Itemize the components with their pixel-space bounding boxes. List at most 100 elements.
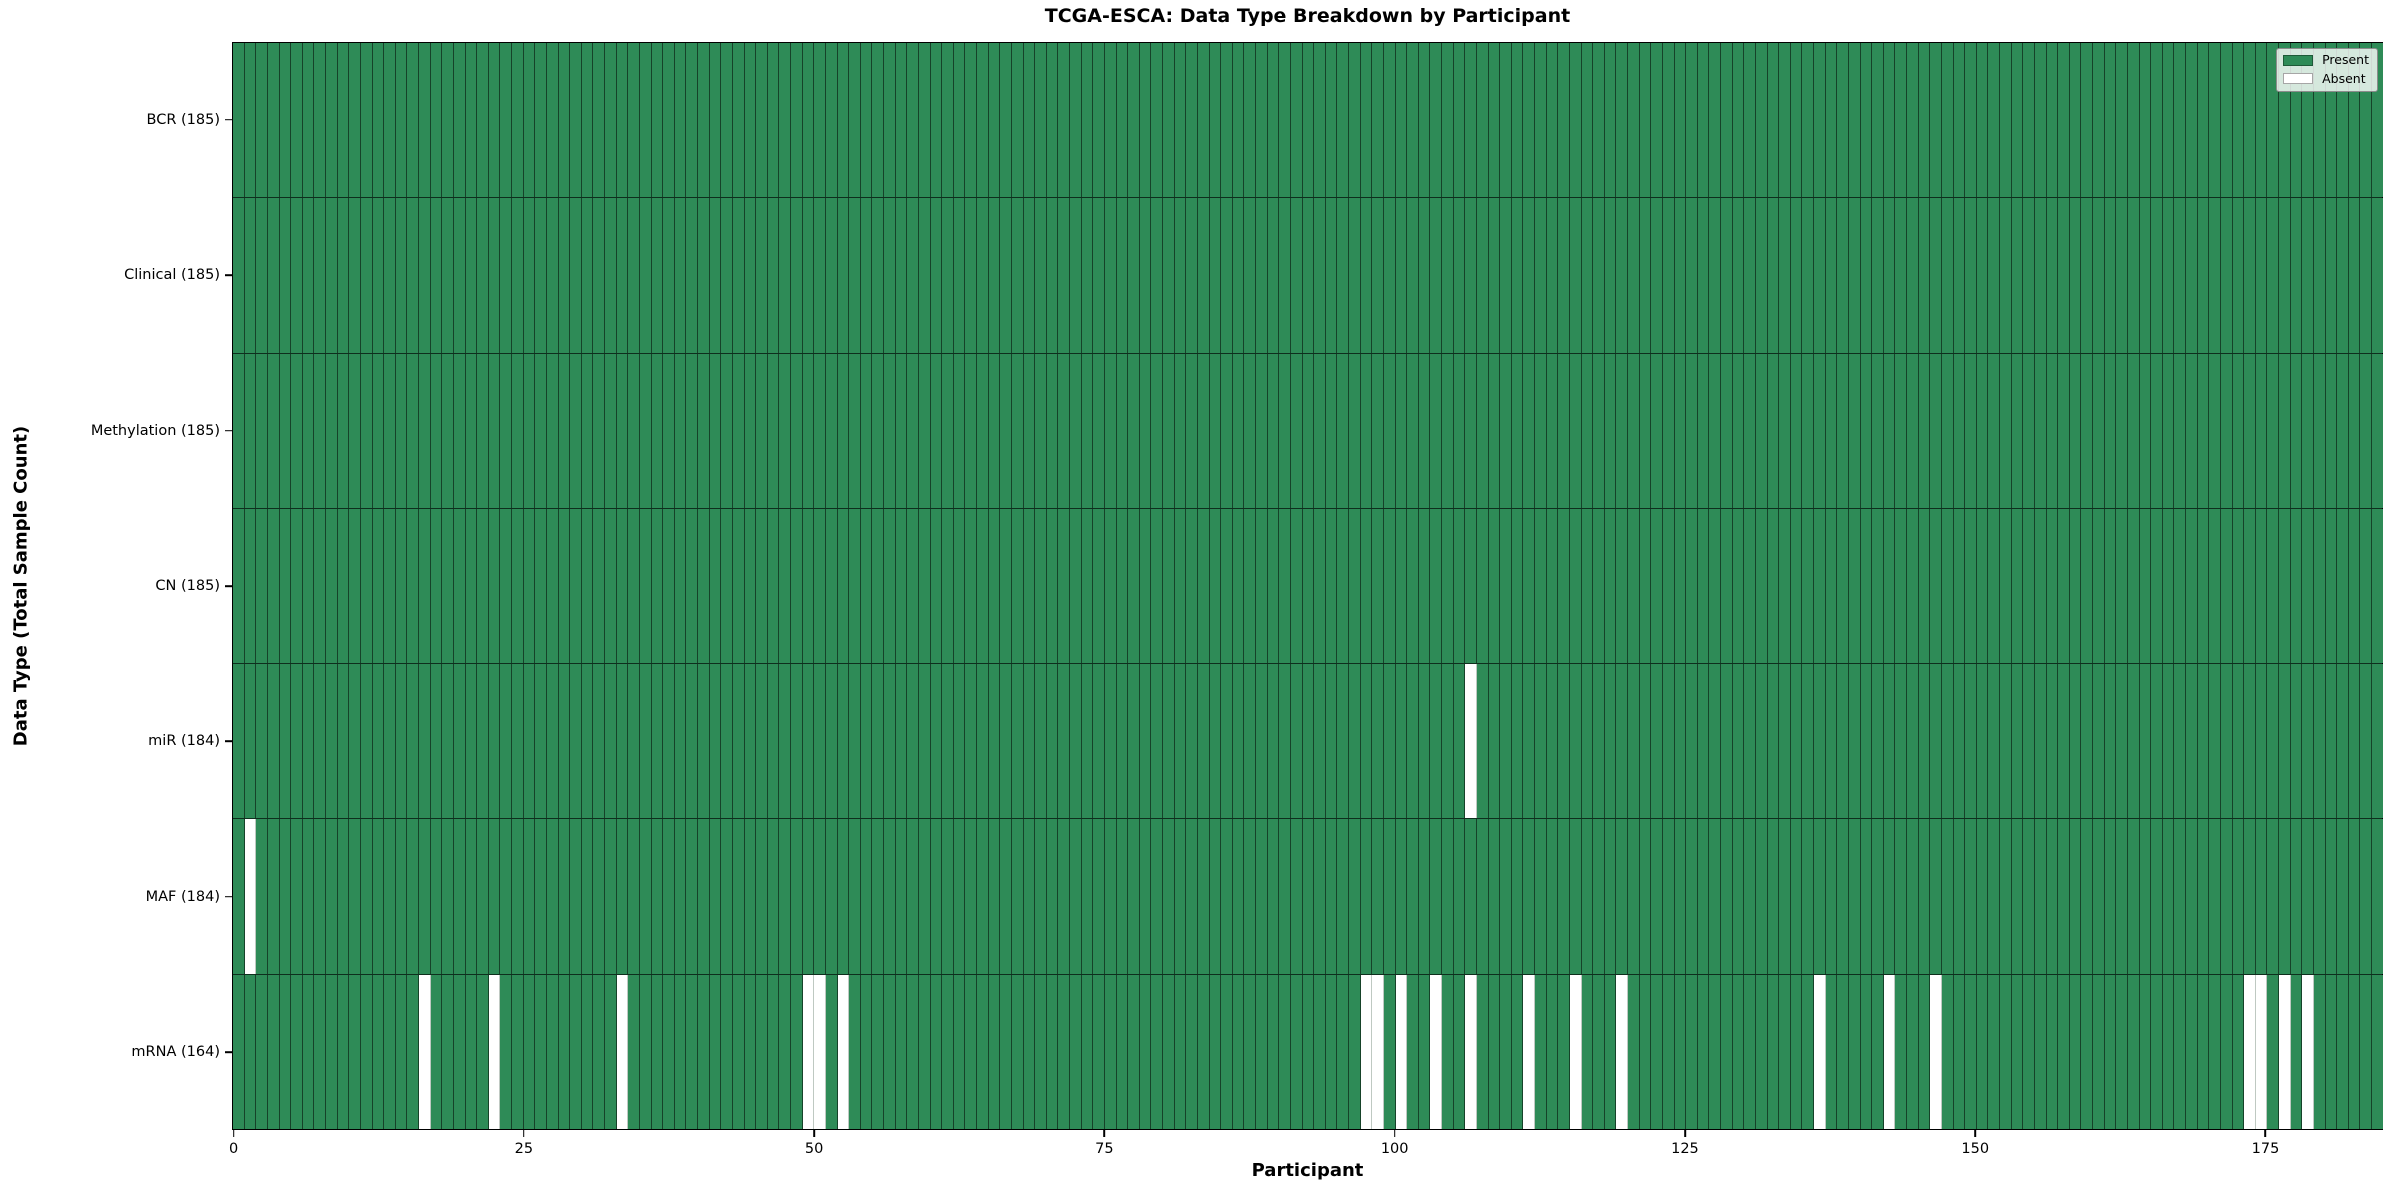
- heatmap-cell: [465, 819, 478, 974]
- heatmap-cell: [1197, 974, 1210, 1129]
- heatmap-cell: [1628, 508, 1640, 664]
- heatmap-cell: [1430, 198, 1442, 353]
- heatmap-cell: [2081, 974, 2093, 1129]
- heatmap-cell: [651, 508, 664, 664]
- heatmap-cell: [1232, 508, 1245, 664]
- heatmap-cell: [965, 508, 977, 664]
- heatmap-cell: [2313, 819, 2326, 974]
- heatmap-cell: [1488, 198, 1501, 353]
- heatmap-cell: [1163, 508, 1175, 664]
- heatmap-cell: [535, 819, 547, 974]
- heatmap-cell: [1476, 664, 1489, 819]
- heatmap-cell: [1046, 353, 1059, 508]
- heatmap-cell: [2197, 508, 2210, 664]
- x-tick-label: 25: [514, 1141, 534, 1157]
- heatmap-cell: [360, 974, 373, 1129]
- heatmap-cell: [314, 508, 326, 664]
- heatmap-cell: [1360, 353, 1373, 508]
- heatmap-cell: [326, 974, 338, 1129]
- heatmap-cell: [1453, 819, 1466, 974]
- heatmap-cell: [233, 508, 245, 664]
- heatmap-cell: [337, 508, 350, 664]
- heatmap-cell: [1930, 974, 1942, 1129]
- heatmap-cell: [349, 819, 361, 974]
- heatmap-cell: [849, 353, 861, 508]
- heatmap-cell: [930, 508, 943, 664]
- heatmap-cell: [2046, 664, 2059, 819]
- heatmap-cell: [802, 819, 815, 974]
- heatmap-cell: [256, 198, 268, 353]
- heatmap-cell: [2255, 819, 2268, 974]
- heatmap-cell: [744, 43, 757, 198]
- heatmap-cell: [674, 664, 687, 819]
- heatmap-cell: [233, 819, 245, 974]
- heatmap-cell: [1825, 43, 1838, 198]
- heatmap-cell: [1895, 198, 1907, 353]
- heatmap-cell: [2348, 353, 2361, 508]
- heatmap-cell: [1976, 819, 1989, 974]
- heatmap-cell: [1953, 43, 1966, 198]
- heatmap-cell: [895, 974, 908, 1129]
- heatmap-cell: [2313, 353, 2326, 508]
- heatmap-cell: [651, 43, 664, 198]
- heatmap-cell: [2232, 43, 2245, 198]
- heatmap-row-bcr: [233, 43, 2383, 199]
- x-tick-label: 175: [2251, 1141, 2280, 1157]
- heatmap-cell: [1976, 353, 1989, 508]
- heatmap-cell: [884, 43, 896, 198]
- heatmap-cell: [233, 43, 245, 198]
- heatmap-cell: [1639, 353, 1652, 508]
- heatmap-cell: [570, 664, 582, 819]
- heatmap-cell: [1732, 353, 1745, 508]
- heatmap-cell: [663, 819, 675, 974]
- heatmap-cell: [1279, 508, 1291, 664]
- heatmap-cell: [767, 353, 780, 508]
- heatmap-cell: [2360, 198, 2372, 353]
- heatmap-cell: [1000, 664, 1012, 819]
- heatmap-cell: [442, 664, 454, 819]
- heatmap-cell: [2279, 353, 2291, 508]
- heatmap-cell: [1011, 819, 1024, 974]
- heatmap-cell: [779, 664, 791, 819]
- heatmap-cell: [2174, 353, 2186, 508]
- heatmap-cell: [512, 664, 524, 819]
- heatmap-cell: [1860, 198, 1873, 353]
- heatmap-cell: [2116, 819, 2128, 974]
- heatmap-cell: [756, 819, 768, 974]
- heatmap-cell: [1337, 664, 1349, 819]
- heatmap-cell: [1093, 508, 1105, 664]
- heatmap-cell: [1395, 43, 1408, 198]
- heatmap-cell: [523, 353, 536, 508]
- heatmap-cell: [570, 819, 582, 974]
- heatmap-cell: [977, 664, 989, 819]
- heatmap-cell: [1755, 353, 1768, 508]
- heatmap-cell: [2046, 974, 2059, 1129]
- heatmap-cell: [860, 974, 873, 1129]
- heatmap-cell: [1744, 974, 1756, 1129]
- heatmap-cell: [1581, 43, 1594, 198]
- heatmap-cell: [2255, 198, 2268, 353]
- heatmap-cell: [1662, 974, 1675, 1129]
- heatmap-cell: [2197, 664, 2210, 819]
- heatmap-cell: [1442, 819, 1454, 974]
- heatmap-cell: [1314, 353, 1326, 508]
- heatmap-cell: [1442, 508, 1454, 664]
- heatmap-cell: [2116, 664, 2128, 819]
- heatmap-cell: [1186, 508, 1198, 664]
- heatmap-cell: [1546, 353, 1559, 508]
- heatmap-cell: [814, 353, 826, 508]
- heatmap-cell: [1383, 353, 1396, 508]
- heatmap-cell: [2069, 664, 2082, 819]
- heatmap-cell: [1325, 43, 1338, 198]
- heatmap-cell: [1535, 353, 1547, 508]
- heatmap-cell: [488, 198, 501, 353]
- heatmap-cell: [1988, 974, 2000, 1129]
- heatmap-cell: [1628, 664, 1640, 819]
- heatmap-cell: [1535, 508, 1547, 664]
- heatmap-cell: [1767, 974, 1780, 1129]
- heatmap-cell: [1104, 198, 1117, 353]
- heatmap-cell: [395, 43, 408, 198]
- heatmap-cell: [256, 43, 268, 198]
- heatmap-cell: [1744, 508, 1756, 664]
- heatmap-cell: [1442, 43, 1454, 198]
